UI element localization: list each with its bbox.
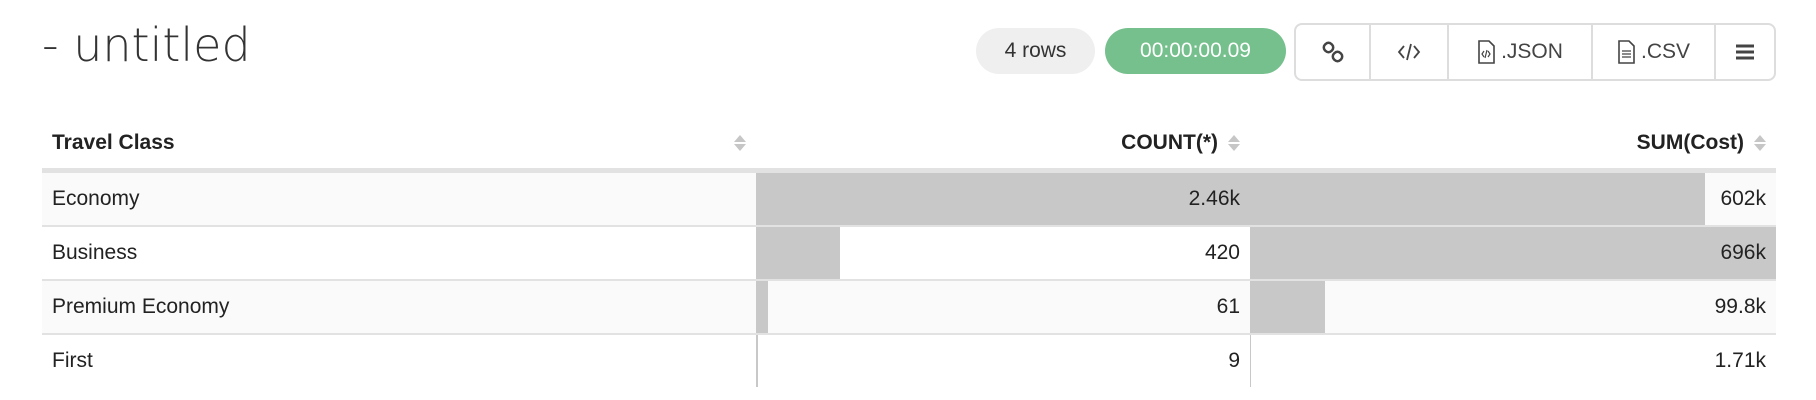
table-row: Business 420 696k: [42, 226, 1776, 281]
hamburger-menu-icon: [1736, 44, 1754, 60]
header-label: Travel Class: [52, 131, 175, 154]
header-label: SUM(Cost): [1636, 131, 1744, 154]
json-file-icon: [1478, 40, 1495, 64]
sort-icon[interactable]: [1228, 135, 1240, 151]
count-value: 61: [1216, 295, 1240, 318]
cell-sum-cost: 99.8k: [1250, 280, 1776, 335]
code-icon: [1397, 43, 1421, 61]
cell-sum-cost: 696k: [1250, 226, 1776, 281]
cell-count: 61: [756, 280, 1250, 335]
embed-code-button[interactable]: [1371, 25, 1449, 79]
count-value: 2.46k: [1188, 187, 1240, 210]
sort-icon[interactable]: [734, 135, 746, 151]
count-bar: [756, 173, 1250, 225]
sum-bar: [1250, 335, 1252, 387]
cell-count: 420: [756, 226, 1250, 281]
table-row: Economy 2.46k 602k: [42, 170, 1776, 227]
sum-value: 99.8k: [1714, 295, 1766, 318]
cell-travel-class: Economy: [42, 170, 756, 227]
count-value: 420: [1204, 241, 1240, 264]
link-icon: [1322, 41, 1343, 63]
cell-count: 2.46k: [756, 170, 1250, 227]
sum-bar: [1250, 227, 1776, 279]
sum-value: 1.71k: [1714, 349, 1766, 372]
table-row: First 9 1.71k: [42, 334, 1776, 387]
column-header-count[interactable]: COUNT(*): [756, 118, 1250, 173]
header-label: COUNT(*): [1121, 131, 1218, 154]
csv-label: .CSV: [1640, 40, 1690, 63]
count-value: 9: [1228, 349, 1240, 372]
cell-sum-cost: 602k: [1250, 170, 1776, 227]
column-header-travel-class[interactable]: Travel Class: [42, 118, 756, 173]
toolbar: .JSON .CSV: [1294, 23, 1776, 81]
cell-sum-cost: 1.71k: [1250, 334, 1776, 387]
column-header-sum-cost[interactable]: SUM(Cost): [1250, 118, 1776, 173]
export-csv-button[interactable]: .CSV: [1593, 25, 1716, 79]
menu-button[interactable]: [1716, 25, 1774, 79]
row-count-badge: 4 rows: [976, 28, 1095, 74]
cell-travel-class: Business: [42, 226, 756, 281]
table-row: Premium Economy 61 99.8k: [42, 280, 1776, 335]
count-bar: [756, 227, 841, 279]
csv-file-icon: [1618, 40, 1635, 64]
page-title: - untitled: [42, 18, 251, 72]
json-label: .JSON: [1501, 40, 1563, 63]
sum-value: 602k: [1720, 187, 1766, 210]
cell-travel-class: First: [52, 349, 93, 372]
sum-bar: [1250, 173, 1705, 225]
sum-value: 696k: [1720, 241, 1766, 264]
sort-icon[interactable]: [1754, 135, 1766, 151]
results-table: Travel Class COUNT(*) SUM(Cost) Economy 2…: [42, 118, 1776, 387]
cell-count: 9: [756, 334, 1250, 387]
cell-travel-class: Premium Economy: [42, 280, 756, 335]
sum-bar: [1250, 281, 1326, 333]
count-bar: [756, 281, 769, 333]
copy-link-button[interactable]: [1296, 25, 1371, 79]
export-json-button[interactable]: .JSON: [1449, 25, 1593, 79]
count-bar: [756, 335, 758, 387]
elapsed-time-badge: 00:00:00.09: [1105, 28, 1286, 74]
